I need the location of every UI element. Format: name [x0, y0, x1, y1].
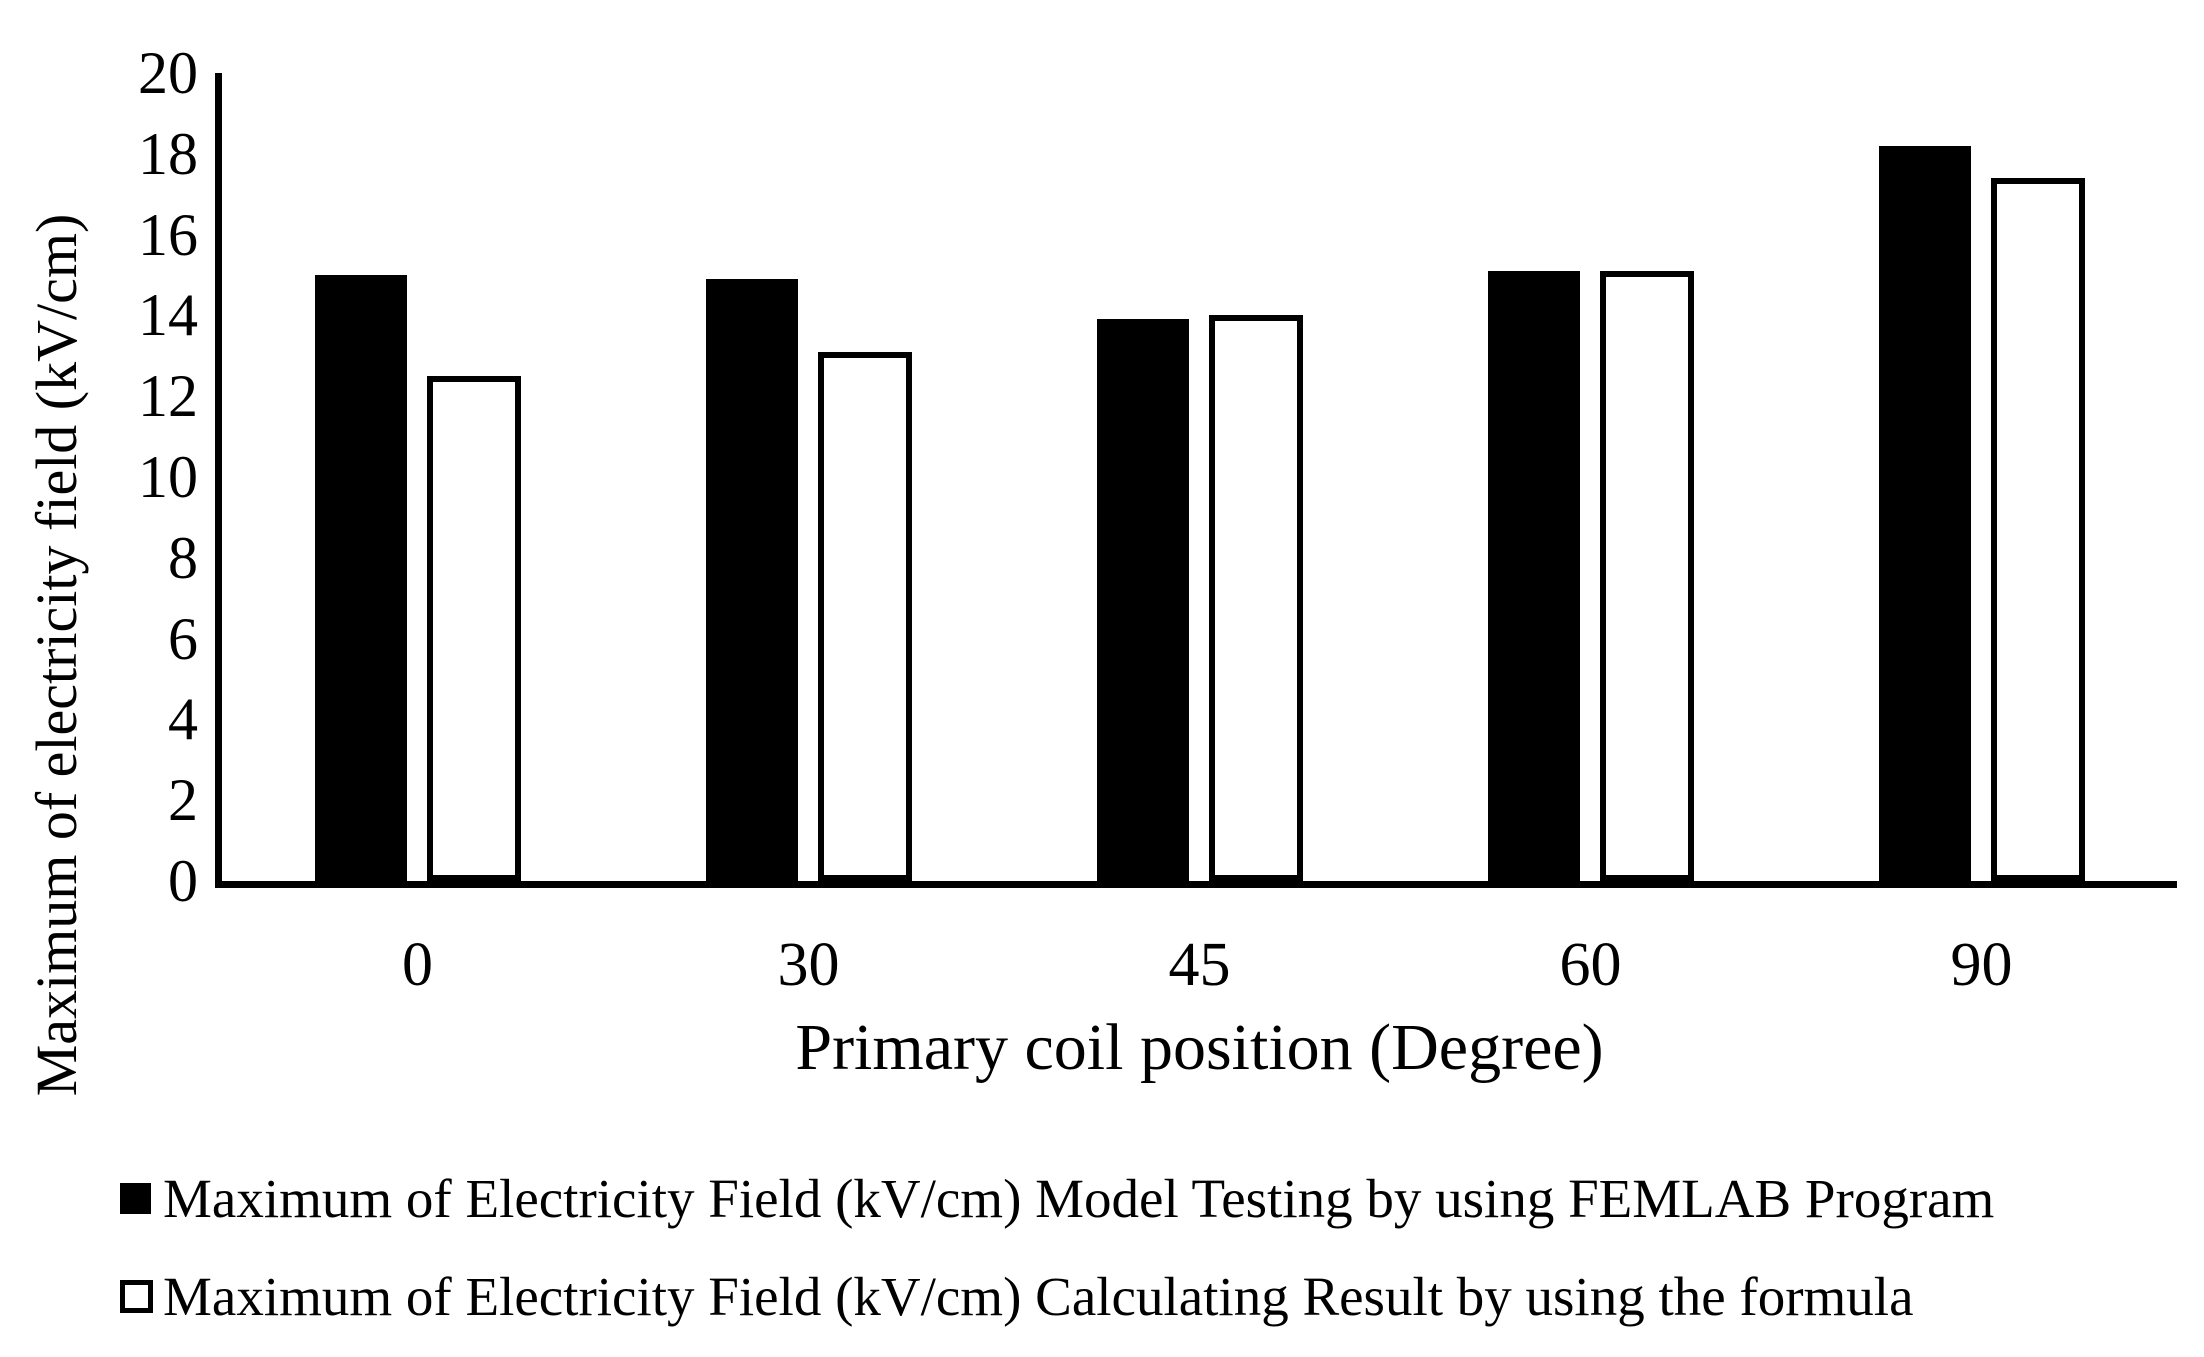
bar-formula-60: [1599, 271, 1694, 881]
y-tick-label-16: 16: [138, 201, 198, 268]
y-tick-label-2: 2: [168, 767, 198, 834]
x-tick-label-60: 60: [1559, 931, 1622, 999]
legend: Maximum of Electricity Field (kV/cm) Mod…: [120, 1168, 2180, 1357]
x-tick-label-0: 0: [402, 931, 433, 999]
x-tick-label-45: 45: [1168, 931, 1231, 999]
y-tick-label-12: 12: [138, 363, 198, 430]
legend-label-femlab: Maximum of Electricity Field (kV/cm) Mod…: [163, 1168, 1995, 1229]
plot-area: [215, 73, 2177, 888]
x-axis-title: Primary coil position (Degree): [795, 1011, 1604, 1084]
bar-formula-45: [1208, 315, 1303, 881]
legend-item-formula: Maximum of Electricity Field (kV/cm) Cal…: [120, 1266, 2180, 1328]
bar-formula-0: [426, 376, 521, 881]
bar-femlab-0: [314, 275, 407, 881]
y-tick-label-6: 6: [168, 605, 198, 672]
y-tick-label-8: 8: [168, 524, 198, 591]
y-tick-label-0: 0: [168, 848, 198, 914]
legend-item-femlab: Maximum of Electricity Field (kV/cm) Mod…: [120, 1168, 2180, 1230]
x-tick-label-30: 30: [777, 931, 840, 999]
bar-formula-30: [817, 351, 912, 881]
bar-formula-90: [1990, 178, 2085, 881]
y-tick-label-20: 20: [138, 40, 198, 106]
y-tick-label-4: 4: [168, 686, 198, 753]
y-tick-label-18: 18: [138, 120, 198, 187]
bar-femlab-45: [1096, 319, 1189, 881]
outlined-square-icon: [120, 1280, 153, 1313]
bar-femlab-90: [1878, 145, 1971, 881]
bar-femlab-60: [1487, 271, 1580, 881]
bar-femlab-30: [705, 279, 798, 881]
y-tick-label-10: 10: [138, 444, 198, 510]
x-tick-label-90: 90: [1950, 931, 2013, 999]
legend-label-formula: Maximum of Electricity Field (kV/cm) Cal…: [163, 1266, 1914, 1327]
y-tick-label-14: 14: [138, 282, 198, 349]
filled-square-icon: [120, 1183, 151, 1214]
